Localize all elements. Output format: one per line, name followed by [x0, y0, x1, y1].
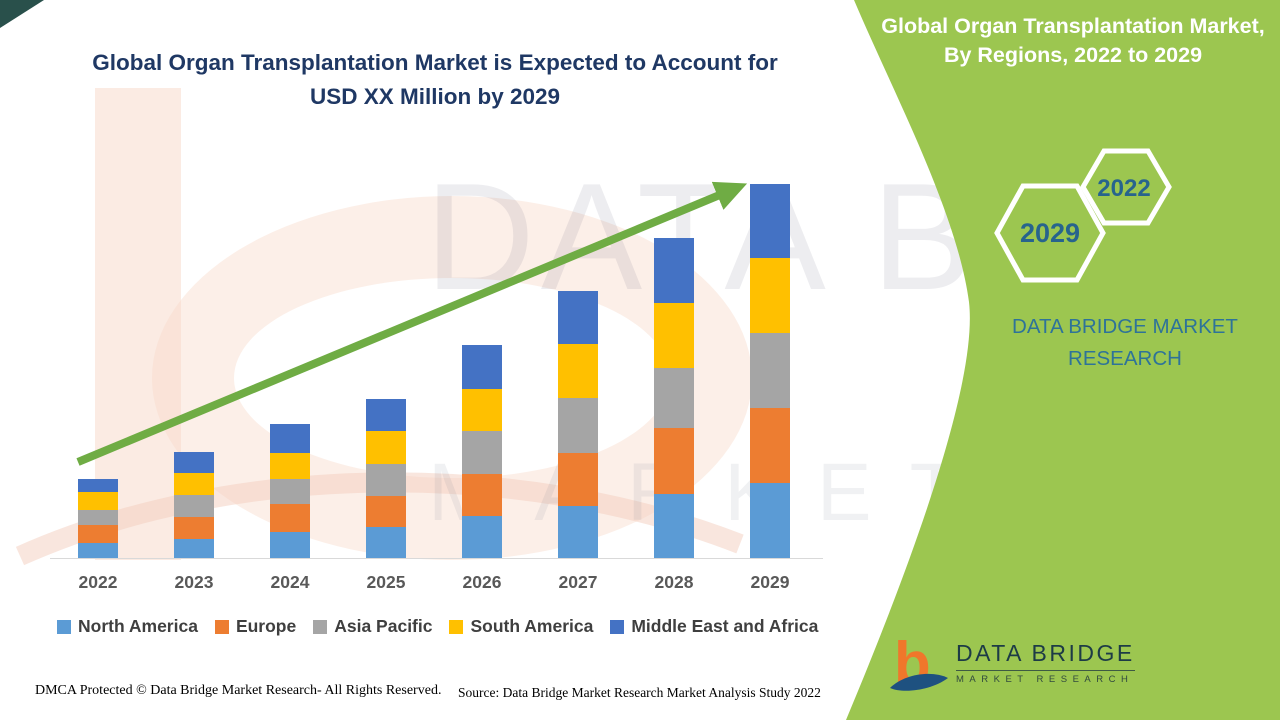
x-axis-line	[50, 558, 823, 559]
legend-item-south-america: South America	[449, 616, 593, 637]
panel-title: Global Organ Transplantation Market, By …	[881, 14, 1265, 68]
bar-segment-2022-north-america	[78, 543, 118, 558]
bar-segment-2026-north-america	[462, 516, 502, 558]
bar-segment-2029-middle-east-and-africa	[750, 184, 790, 258]
logo-b-mark: b	[890, 632, 948, 697]
bar-segment-2024-north-america	[270, 532, 310, 558]
legend-swatch	[57, 619, 71, 634]
bar-2023	[174, 452, 214, 558]
x-axis-label-2022: 2022	[78, 572, 118, 592]
bar-2029	[750, 184, 790, 558]
legend-swatch	[449, 619, 464, 634]
legend-swatch	[610, 619, 625, 634]
x-axis-labels: 2022 2023 2024 2025 2026 2027 2028 2029	[78, 572, 790, 592]
chart-title: Global Organ Transplantation Market is E…	[92, 50, 778, 109]
logo-name: DATA BRIDGE	[956, 640, 1135, 671]
bar-segment-2029-south-america	[750, 258, 790, 333]
hexagon-year-2029: 2029	[1019, 218, 1081, 248]
logo-subname: MARKET RESEARCH	[956, 674, 1134, 685]
chart-legend: North America Europe Asia Pacific South Ame…	[57, 616, 818, 637]
bar-segment-2025-north-america	[366, 527, 406, 558]
bar-segment-2029-asia-pacific	[750, 333, 790, 408]
legend-swatch	[214, 619, 229, 634]
bar-segment-2025-europe	[366, 496, 406, 527]
bar-segment-2029-north-america	[750, 483, 790, 558]
bar-2022	[78, 479, 118, 558]
x-axis-label-2029: 2029	[750, 572, 790, 592]
legend-swatch	[313, 619, 328, 634]
x-axis-label-2026: 2026	[462, 572, 502, 592]
x-axis-label-2023: 2023	[174, 572, 214, 592]
legend-label: Asia Pacific	[334, 616, 433, 636]
bar-segment-2022-asia-pacific	[78, 510, 118, 525]
bar-segment-2023-south-america	[174, 473, 214, 495]
legend-item-north-america: North America	[57, 616, 198, 637]
bar-segment-2029-europe	[750, 408, 790, 483]
bar-segment-2022-south-america	[78, 492, 118, 510]
x-axis-label-2028: 2028	[654, 572, 694, 592]
x-axis-label-2027: 2027	[558, 572, 598, 592]
bar-segment-2023-europe	[174, 517, 214, 539]
brand-name-text: DATA BRIDGE MARKET RESEARCH	[1012, 315, 1238, 370]
bar-segment-2026-europe	[462, 474, 502, 516]
bar-segment-2024-europe	[270, 504, 310, 532]
bar-segment-2023-asia-pacific	[174, 495, 214, 517]
bar-segment-2023-north-america	[174, 539, 214, 558]
legend-item-asia-pacific: Asia Pacific	[313, 616, 432, 637]
hexagon-year-2022: 2022	[1097, 175, 1151, 202]
source-note: Source: Data Bridge Market Research Mark…	[458, 685, 821, 700]
legend-label: South America	[470, 616, 594, 636]
legend-item-europe: Europe	[214, 616, 297, 637]
data-bridge-logo: b DATA BRIDGE MARKET RESEARCH	[890, 632, 1135, 700]
x-axis-label-2024: 2024	[270, 572, 310, 592]
legend-label: Europe	[235, 616, 297, 636]
dmca-notice: DMCA Protected © Data Bridge Market Rese…	[35, 683, 442, 698]
x-axis-label-2025: 2025	[366, 572, 406, 592]
bar-segment-2025-asia-pacific	[366, 464, 406, 496]
legend-item-middle-east-and-africa: Middle East and Africa	[610, 616, 818, 637]
legend-label: Middle East and Africa	[631, 616, 819, 636]
bar-segment-2022-middle-east-and-africa	[78, 479, 118, 492]
bar-segment-2024-asia-pacific	[270, 479, 310, 504]
bar-segment-2022-europe	[78, 525, 118, 543]
bar-segment-2028-north-america	[654, 494, 694, 558]
bar-segment-2027-north-america	[558, 506, 598, 558]
legend-label: North America	[78, 616, 198, 636]
